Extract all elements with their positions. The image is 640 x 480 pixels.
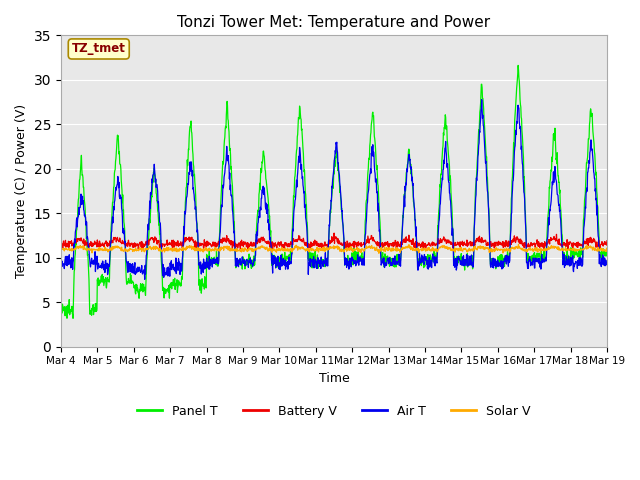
Panel T: [490, 259, 498, 264]
Y-axis label: Temperature (C) / Power (V): Temperature (C) / Power (V): [15, 104, 28, 278]
Solar V: [179, 246, 186, 252]
Panel T: [57, 309, 65, 315]
Air T: [419, 254, 427, 260]
Solar V: [57, 246, 65, 252]
Title: Tonzi Tower Met: Temperature and Power: Tonzi Tower Met: Temperature and Power: [177, 15, 490, 30]
Solar V: [490, 248, 498, 253]
Panel T: [603, 246, 611, 252]
Air T: [478, 97, 486, 103]
Air T: [179, 252, 186, 258]
Air T: [57, 259, 65, 265]
Air T: [166, 266, 173, 272]
Legend: Panel T, Battery V, Air T, Solar V: Panel T, Battery V, Air T, Solar V: [132, 400, 535, 423]
Battery V: [491, 244, 499, 250]
Battery V: [539, 244, 547, 250]
Battery V: [603, 238, 611, 244]
Battery V: [385, 247, 392, 252]
Solar V: [375, 251, 383, 256]
Panel T: [179, 257, 186, 263]
Battery V: [330, 230, 338, 236]
Panel T: [515, 62, 522, 68]
Battery V: [239, 244, 247, 250]
Battery V: [165, 241, 173, 247]
Air T: [240, 257, 248, 263]
Solar V: [165, 247, 173, 252]
Panel T: [240, 260, 248, 266]
Panel T: [539, 252, 547, 257]
Line: Solar V: Solar V: [61, 244, 607, 253]
Solar V: [515, 241, 522, 247]
Text: TZ_tmet: TZ_tmet: [72, 42, 125, 56]
Battery V: [419, 240, 427, 245]
Line: Panel T: Panel T: [61, 65, 607, 318]
Air T: [539, 257, 547, 263]
Air T: [141, 276, 148, 282]
Panel T: [166, 295, 173, 301]
Air T: [603, 261, 611, 266]
Solar V: [603, 246, 611, 252]
Line: Battery V: Battery V: [61, 233, 607, 250]
Solar V: [539, 247, 547, 252]
Air T: [491, 256, 499, 262]
Panel T: [419, 260, 427, 265]
Panel T: [69, 315, 77, 321]
Solar V: [419, 246, 427, 252]
Battery V: [179, 245, 186, 251]
Line: Air T: Air T: [61, 100, 607, 279]
X-axis label: Time: Time: [319, 372, 349, 385]
Battery V: [57, 244, 65, 250]
Solar V: [239, 247, 247, 252]
